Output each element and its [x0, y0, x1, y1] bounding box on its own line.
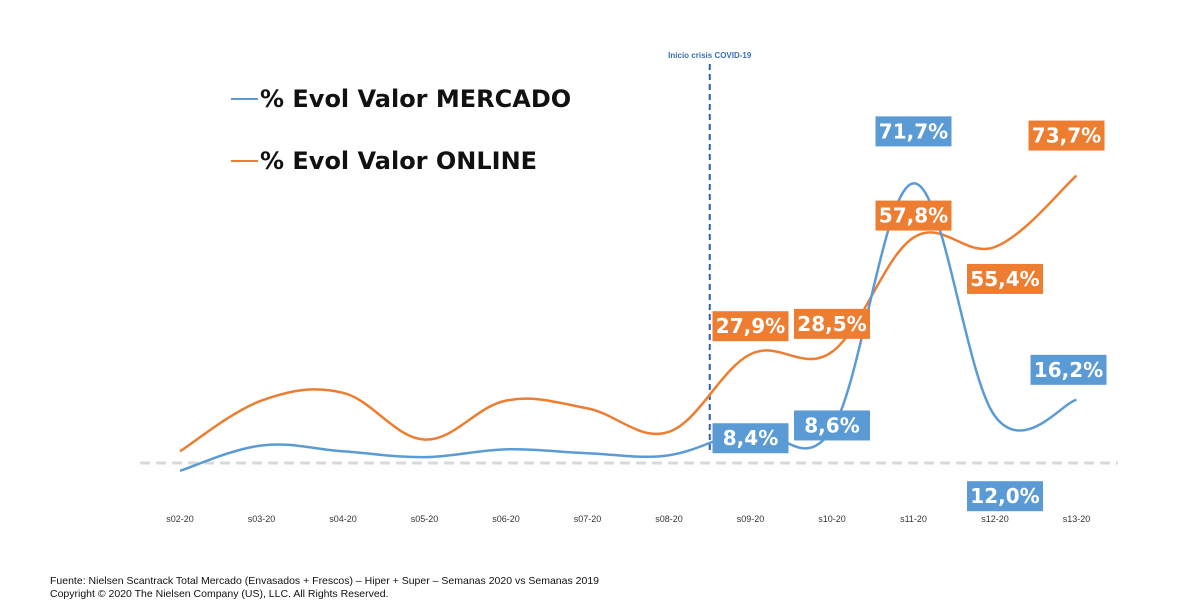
x-tick-label: s12-20 — [981, 514, 1009, 524]
data-label-box — [967, 263, 1043, 294]
data-label-text: 27,9% — [716, 314, 785, 338]
data-label-box — [712, 311, 789, 342]
data-label-text: 57,8% — [879, 204, 948, 228]
data-label: 28,5% — [794, 308, 870, 339]
x-tick-label: s11-20 — [900, 514, 927, 524]
series-line-mercado — [179, 182, 1077, 472]
data-label-text: 12,0% — [970, 484, 1039, 508]
x-tick-label: s03-20 — [248, 514, 276, 524]
x-tick-label: s08-20 — [655, 514, 683, 524]
data-label-box — [967, 481, 1043, 512]
x-tick-label: s13-20 — [1063, 514, 1091, 524]
data-label-text: 16,2% — [1034, 358, 1103, 382]
data-label: 8,4% — [712, 423, 789, 454]
data-label-box — [794, 410, 870, 441]
data-label-box — [712, 423, 789, 454]
legend-label: % Evol Valor ONLINE — [260, 147, 537, 175]
x-tick-label: s07-20 — [574, 514, 602, 524]
covid-annotation: Inicio crisis COVID-19 — [668, 51, 752, 60]
data-label: 73,7% — [1028, 120, 1105, 151]
data-label: 57,8% — [875, 200, 952, 231]
data-label-text: 73,7% — [1032, 124, 1101, 148]
data-label-text: 55,4% — [970, 267, 1039, 291]
x-tick-label: s04-20 — [329, 514, 357, 524]
data-label: 8,6% — [794, 410, 870, 441]
x-tick-label: s02-20 — [166, 514, 194, 524]
data-label: 71,7% — [875, 116, 952, 147]
data-label-box — [875, 116, 952, 147]
series-line-online — [179, 174, 1078, 453]
data-label: 12,0% — [967, 481, 1043, 512]
data-label-text: 71,7% — [879, 119, 948, 143]
x-tick-label: s06-20 — [492, 514, 520, 524]
data-label: 16,2% — [1030, 354, 1107, 385]
data-label-box — [1030, 354, 1107, 385]
data-label-box — [875, 200, 952, 231]
x-tick-label: s10-20 — [818, 514, 846, 524]
data-label-box — [1028, 120, 1105, 151]
copyright-note: Copyright © 2020 The Nielsen Company (US… — [50, 588, 389, 600]
line-chart: Inicio crisis COVID-19 27,9% 28,5% 57,8% 55… — [140, 51, 1118, 524]
data-label-text: 8,6% — [804, 413, 859, 437]
source-note: Fuente: Nielsen Scantrack Total Mercado … — [50, 575, 600, 587]
data-label: 27,9% — [712, 311, 789, 342]
source-footer: Fuente: Nielsen Scantrack Total Mercado … — [50, 575, 599, 601]
data-label-box — [794, 308, 870, 339]
data-label-text: 8,4% — [723, 426, 778, 450]
data-label-text: 28,5% — [797, 312, 866, 336]
data-label: 55,4% — [967, 263, 1043, 294]
legend-label: % Evol Valor MERCADO — [260, 85, 571, 113]
x-tick-label: s05-20 — [411, 514, 439, 524]
x-tick-label: s09-20 — [737, 514, 765, 524]
